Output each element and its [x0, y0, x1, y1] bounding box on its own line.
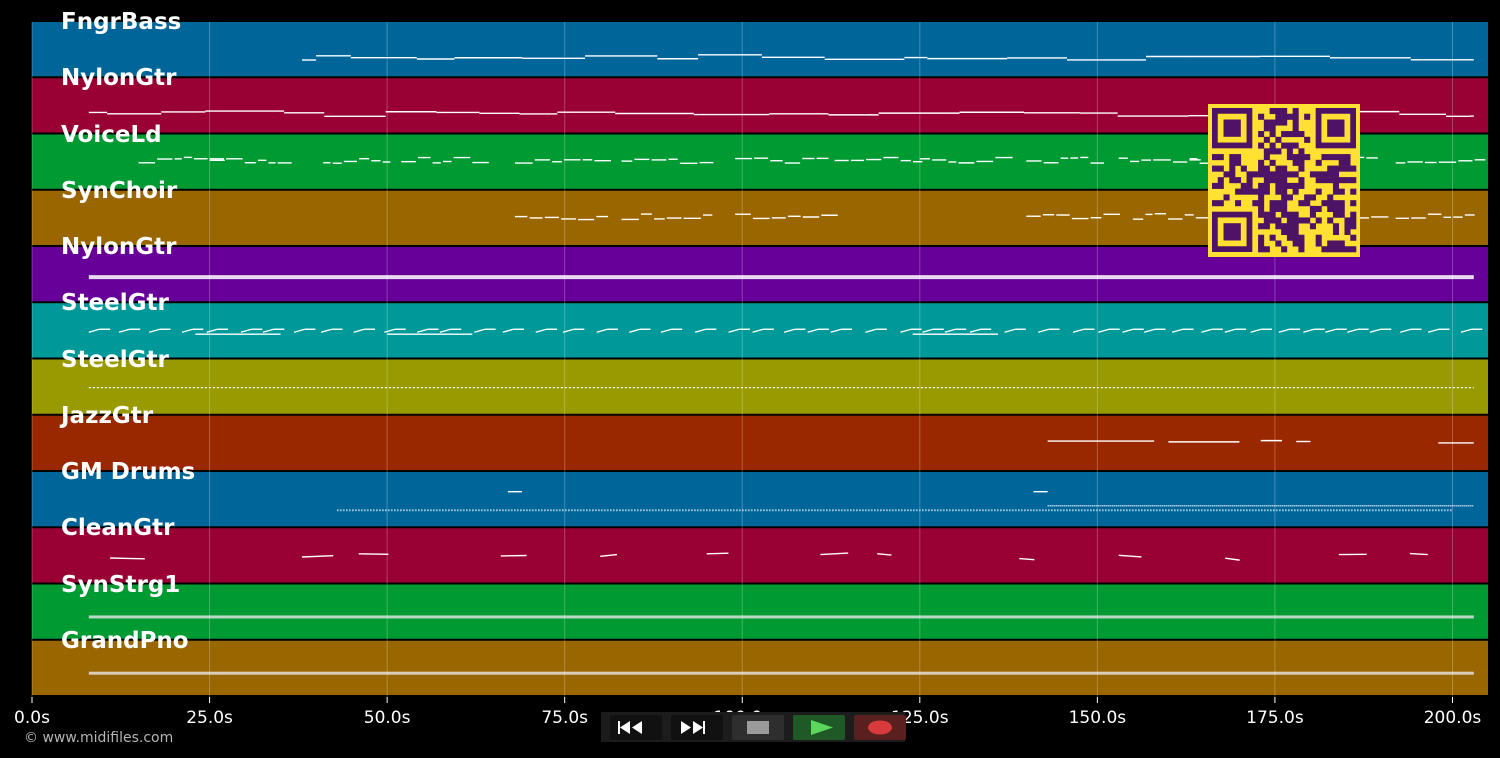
- track-lane: [32, 415, 1488, 470]
- record-button[interactable]: [854, 715, 906, 740]
- track-notes: [88, 671, 1474, 675]
- track-label: CleanGtr: [61, 515, 175, 542]
- track-notes: [138, 156, 1486, 165]
- track-label: GM Drums: [61, 459, 196, 485]
- time-tick-label: 200.0s: [1423, 708, 1482, 728]
- track-label: NylonGtr: [61, 65, 177, 92]
- stop-icon: [747, 721, 769, 734]
- track-notes: [110, 552, 1428, 561]
- fast-forward-icon: [681, 721, 705, 734]
- track-notes: [88, 328, 1483, 335]
- track-lane: [32, 528, 1488, 583]
- transport-controls: [601, 712, 906, 742]
- track-label: SynChoir: [61, 177, 178, 204]
- fast-forward-button[interactable]: [671, 715, 723, 740]
- time-tick-label: 25.0s: [186, 708, 233, 728]
- track-lane: [32, 584, 1488, 639]
- track-label: VoiceLd: [61, 121, 162, 148]
- time-tick-label: 0.0s: [14, 708, 50, 728]
- play-icon: [811, 720, 833, 735]
- track-label: JazzGtr: [61, 402, 154, 429]
- stop-button[interactable]: [732, 715, 784, 740]
- play-button[interactable]: [793, 715, 845, 740]
- track-label: SteelGtr: [61, 290, 169, 317]
- rewind-button[interactable]: [610, 715, 662, 740]
- track-notes: [337, 490, 1474, 512]
- track-lane: [32, 472, 1488, 527]
- track-label: SynStrg1: [61, 571, 181, 598]
- track-notes: [301, 54, 1474, 61]
- track-lane: [32, 640, 1488, 695]
- copyright-text: © www.midifiles.com: [24, 730, 174, 746]
- track-notes: [1047, 439, 1474, 444]
- track-label: SteelGtr: [61, 346, 169, 373]
- time-tick-label: 75.0s: [541, 708, 589, 728]
- record-icon: [868, 720, 892, 735]
- track-notes: [88, 615, 1474, 619]
- qr-code-icon: [1208, 104, 1360, 257]
- track-label: FngrBass: [61, 9, 182, 35]
- track-lane: [32, 359, 1488, 414]
- time-tick-label: 50.0s: [363, 708, 411, 728]
- track-label: NylonGtr: [61, 234, 177, 260]
- time-tick-label: 150.0s: [1068, 708, 1127, 728]
- track-lane: [32, 22, 1488, 77]
- track-notes: [88, 275, 1474, 280]
- time-tick-label: 175.0s: [1246, 708, 1304, 728]
- rewind-icon: [618, 721, 642, 734]
- track-label: GrandPno: [61, 627, 189, 654]
